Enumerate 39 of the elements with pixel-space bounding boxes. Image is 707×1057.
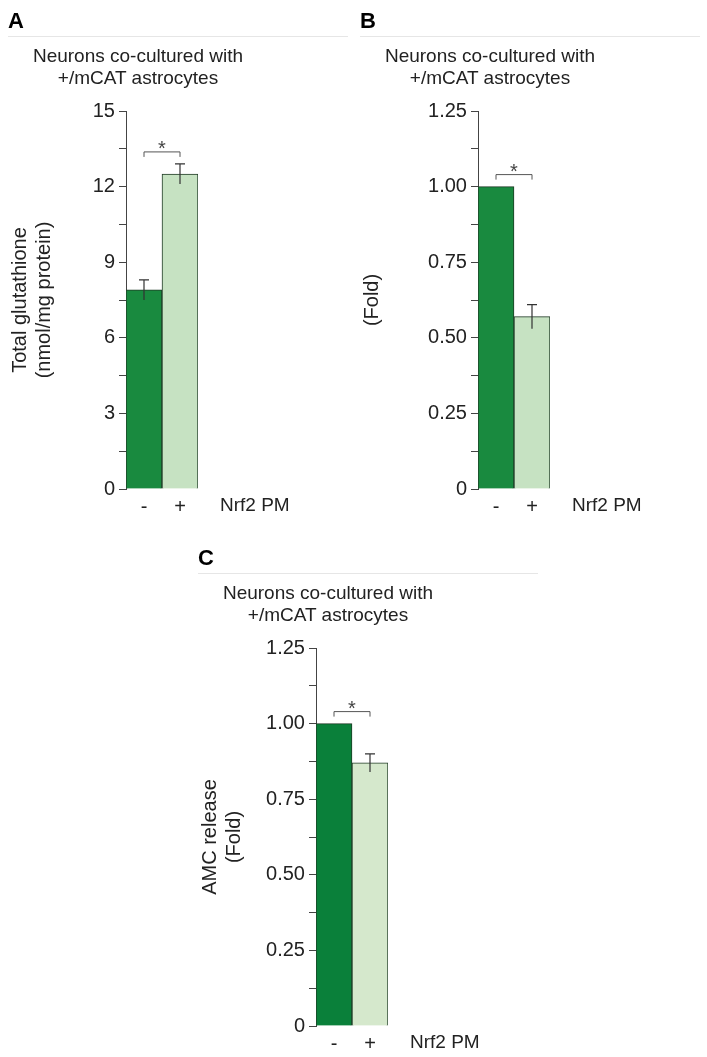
- y-axis-title: AMC release (Fold): [197, 779, 244, 895]
- y-tick-label: 12: [92, 174, 115, 197]
- x-axis-title: Nrf2 PM: [410, 1031, 480, 1053]
- y-tick-label: 3: [103, 400, 115, 423]
- y-axis-title: Total glutathione (nmol/mg protein): [7, 221, 54, 379]
- annotation: *: [510, 160, 519, 183]
- text: C: [198, 545, 538, 574]
- y-tick-label: 1.25: [266, 635, 305, 658]
- annotation: *: [348, 697, 357, 720]
- y-tick-label: 0.75: [266, 786, 305, 809]
- x-axis-title: Nrf2 PM: [572, 494, 642, 516]
- x-tick-label: +: [174, 494, 186, 517]
- x-tick-label: -: [140, 494, 148, 517]
- y-tick-label: 0.50: [428, 325, 467, 348]
- text: A: [8, 8, 348, 37]
- y-tick-label: 0: [103, 476, 115, 499]
- y-tick-label: 0.25: [428, 400, 467, 423]
- y-tick-label: 1.00: [266, 711, 305, 734]
- x-tick-label: +: [526, 494, 538, 517]
- x-tick-label: -: [330, 1031, 338, 1054]
- text: B: [360, 8, 700, 37]
- y-tick-label: 1.25: [428, 98, 467, 121]
- y-tick-label: 0.50: [266, 862, 305, 885]
- y-tick-label: 0: [455, 476, 467, 499]
- y-tick-label: 0.25: [266, 937, 305, 960]
- x-tick-label: +: [364, 1031, 376, 1054]
- y-tick-label: 15: [92, 98, 115, 121]
- y-tick-label: 0: [293, 1013, 305, 1036]
- y-tick-label: 6: [103, 325, 115, 348]
- chart-title: Neurons co-cultured with +/mCAT astrocytes: [221, 582, 435, 626]
- x-axis-title: Nrf2 PM: [220, 494, 290, 516]
- annotation: *: [158, 137, 167, 160]
- y-tick-label: 1.00: [428, 174, 467, 197]
- y-axis-title: (Fold): [359, 273, 382, 327]
- x-tick-label: -: [492, 494, 500, 517]
- chart-title: Neurons co-cultured with +/mCAT astrocytes: [383, 45, 597, 89]
- y-tick-label: 9: [103, 249, 115, 272]
- chart-title: Neurons co-cultured with +/mCAT astrocytes: [31, 45, 245, 89]
- y-tick-label: 0.75: [428, 249, 467, 272]
